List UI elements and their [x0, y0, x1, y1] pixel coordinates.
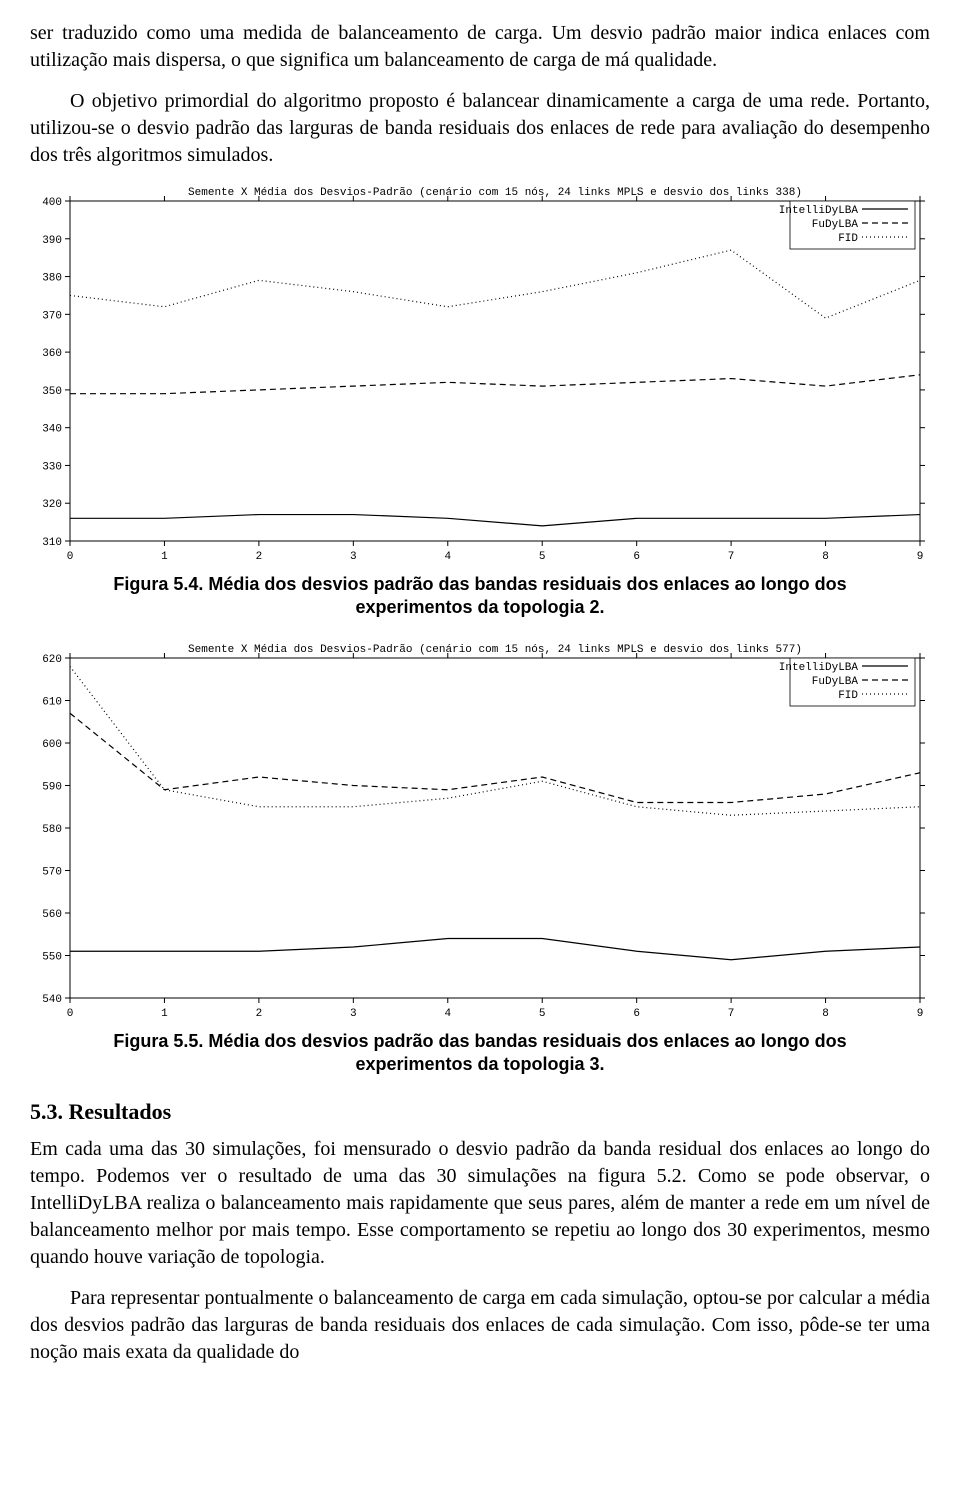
svg-text:5: 5: [539, 1008, 546, 1020]
caption-figure-5-5: Figura 5.5. Média dos desvios padrão das…: [90, 1030, 870, 1077]
svg-text:340: 340: [42, 424, 62, 436]
svg-text:560: 560: [42, 909, 62, 921]
chart-figure-5-5: Semente X Média dos Desvios-Padrão (cená…: [30, 640, 930, 1020]
svg-text:0: 0: [67, 551, 74, 563]
svg-text:FuDyLBA: FuDyLBA: [812, 676, 859, 688]
svg-text:3: 3: [350, 1008, 357, 1020]
svg-text:570: 570: [42, 866, 62, 878]
svg-text:380: 380: [42, 273, 62, 285]
svg-text:610: 610: [42, 696, 62, 708]
svg-text:8: 8: [822, 551, 829, 563]
svg-text:2: 2: [256, 551, 263, 563]
svg-text:580: 580: [42, 824, 62, 836]
svg-text:4: 4: [444, 1008, 451, 1020]
svg-text:370: 370: [42, 310, 62, 322]
svg-text:540: 540: [42, 994, 62, 1006]
svg-text:1: 1: [161, 551, 168, 563]
section-heading-resultados: 5.3. Resultados: [30, 1097, 930, 1127]
paragraph-3: Em cada uma das 30 simulações, foi mensu…: [30, 1136, 930, 1271]
svg-text:550: 550: [42, 951, 62, 963]
svg-text:FID: FID: [838, 690, 858, 702]
svg-text:330: 330: [42, 461, 62, 473]
svg-text:0: 0: [67, 1008, 74, 1020]
svg-text:5: 5: [539, 551, 546, 563]
section-number: 5.3.: [30, 1099, 63, 1124]
svg-text:FuDyLBA: FuDyLBA: [812, 219, 859, 231]
svg-text:6: 6: [633, 1008, 640, 1020]
svg-text:6: 6: [633, 551, 640, 563]
svg-text:8: 8: [822, 1008, 829, 1020]
svg-text:390: 390: [42, 235, 62, 247]
caption-figure-5-4: Figura 5.4. Média dos desvios padrão das…: [90, 573, 870, 620]
paragraph-2: O objetivo primordial do algoritmo propo…: [30, 88, 930, 169]
svg-text:320: 320: [42, 499, 62, 511]
svg-text:7: 7: [728, 1008, 735, 1020]
chart-figure-5-4: Semente X Média dos Desvios-Padrão (cená…: [30, 183, 930, 563]
svg-text:310: 310: [42, 537, 62, 549]
paragraph-1: ser traduzido como uma medida de balance…: [30, 20, 930, 74]
svg-text:7: 7: [728, 551, 735, 563]
paragraph-4: Para representar pontualmente o balancea…: [30, 1285, 930, 1366]
svg-text:FID: FID: [838, 233, 858, 245]
svg-text:2: 2: [256, 1008, 263, 1020]
svg-text:3: 3: [350, 551, 357, 563]
svg-text:590: 590: [42, 781, 62, 793]
svg-text:350: 350: [42, 386, 62, 398]
svg-text:IntelliDyLBA: IntelliDyLBA: [779, 205, 859, 217]
svg-text:IntelliDyLBA: IntelliDyLBA: [779, 662, 859, 674]
svg-text:400: 400: [42, 197, 62, 209]
svg-text:Semente X Média dos Desvios-Pa: Semente X Média dos Desvios-Padrão (cená…: [188, 187, 802, 199]
svg-text:4: 4: [444, 551, 451, 563]
svg-text:360: 360: [42, 348, 62, 360]
svg-text:600: 600: [42, 739, 62, 751]
svg-text:620: 620: [42, 654, 62, 666]
svg-text:9: 9: [917, 551, 924, 563]
svg-text:9: 9: [917, 1008, 924, 1020]
svg-text:1: 1: [161, 1008, 168, 1020]
section-title: Resultados: [69, 1099, 172, 1124]
svg-text:Semente X Média dos Desvios-Pa: Semente X Média dos Desvios-Padrão (cená…: [188, 644, 802, 656]
